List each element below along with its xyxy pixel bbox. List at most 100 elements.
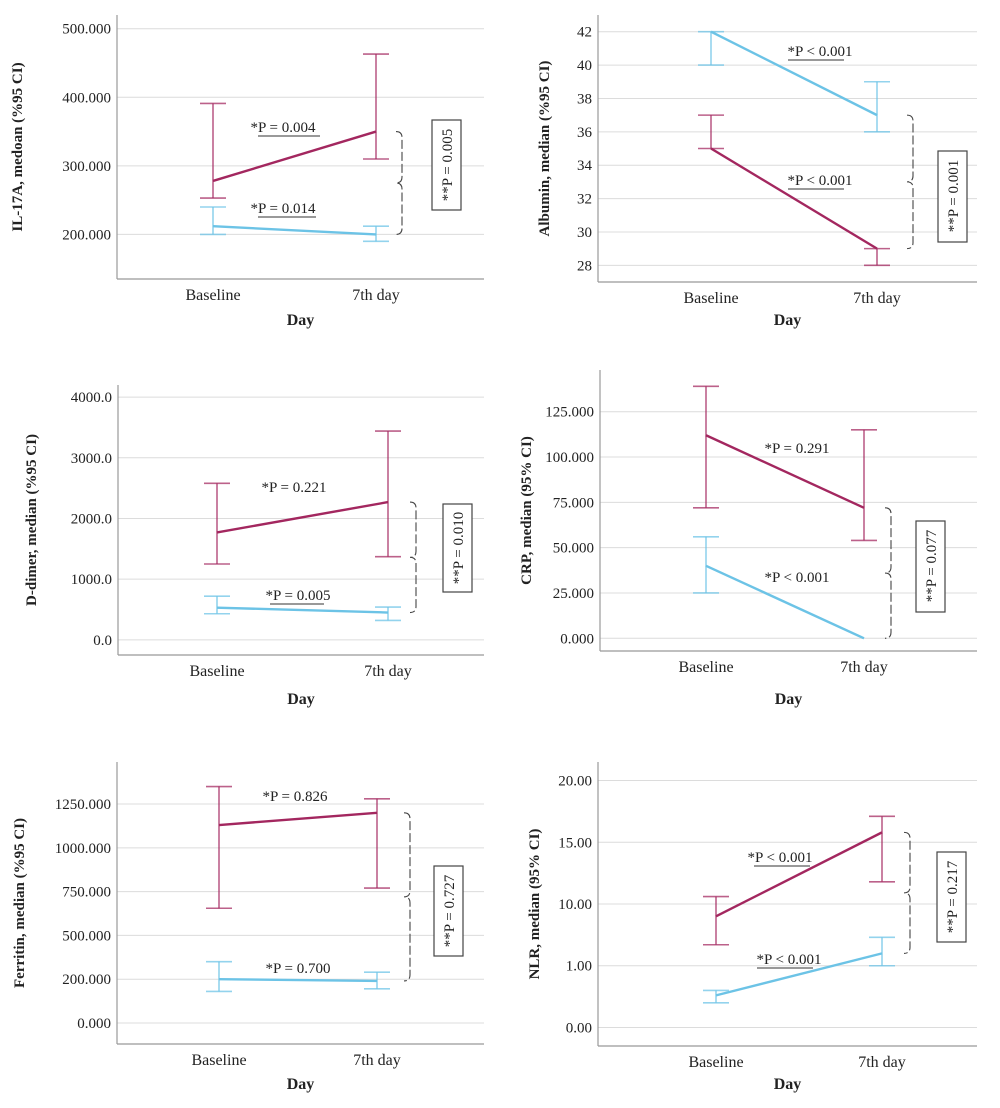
chart-panel-4: 0.000 25.000 50.000 75.000 100.000 125.000 Bas…: [519, 370, 977, 708]
y-tick-label: 0.000: [560, 631, 594, 647]
y-tick-label: 38: [577, 91, 592, 107]
x-axis-title: Day: [774, 1076, 802, 1093]
x-axis-title: Day: [287, 691, 315, 708]
x-tick-label: 7th day: [858, 1054, 906, 1071]
y-tick-label: 30: [577, 225, 592, 241]
y-tick-label: 0.00: [566, 1020, 592, 1036]
y-tick-label: 0.0: [93, 633, 112, 649]
comparison-bracket: [403, 812, 411, 982]
x-axis-title: Day: [775, 691, 803, 708]
y-tick-label: 15.00: [558, 835, 592, 851]
p-value-label: *P = 0.014: [251, 201, 316, 217]
y-tick-label: 1000.0: [71, 572, 112, 588]
comparison-label: **P = 0.005: [440, 129, 456, 202]
series-line: [705, 564, 865, 640]
y-tick-label: 20.00: [558, 774, 592, 790]
series-line: [216, 500, 389, 534]
x-tick-label: Baseline: [189, 663, 244, 680]
y-tick-label: 28: [577, 258, 592, 274]
x-axis-title: Day: [287, 1076, 315, 1093]
y-axis-title: IL-17A, medoan (%95 CI): [10, 62, 26, 231]
series-line: [218, 811, 378, 827]
y-tick-label: 36: [577, 125, 593, 141]
chart-panel-1: 200.000 300.000 400.000 500.000 Baseline 7th …: [10, 15, 484, 329]
comparison-box: [937, 150, 968, 243]
y-tick-label: 34: [577, 158, 593, 174]
comparison-bracket: [906, 114, 914, 250]
x-tick-label: Baseline: [185, 287, 240, 304]
comparison-label: **P = 0.001: [946, 160, 962, 233]
y-tick-label: 3000.0: [71, 451, 112, 467]
comparison-label: **P = 0.077: [924, 529, 940, 602]
series-line: [705, 434, 865, 509]
comparison-box: [433, 865, 464, 957]
p-value-label: *P = 0.004: [251, 120, 316, 136]
x-tick-label: Baseline: [678, 659, 733, 676]
y-tick-label: 75.000: [553, 495, 594, 511]
p-value-label: *P = 0.826: [263, 789, 328, 805]
y-tick-label: 32: [577, 192, 592, 208]
chart-panel-6: 0.00 1.00 10.00 15.00 20.00 Baseline 7th day Da…: [527, 762, 977, 1093]
y-tick-label: 200.000: [62, 972, 111, 988]
p-value-label: *P < 0.001: [765, 570, 830, 586]
y-tick-label: 500.000: [62, 928, 111, 944]
x-tick-label: 7th day: [840, 659, 888, 676]
x-tick-label: 7th day: [353, 1052, 401, 1069]
y-tick-label: 10.00: [558, 897, 592, 913]
comparison-box: [915, 520, 946, 613]
y-tick-label: 300.000: [62, 159, 111, 175]
comparison-box: [442, 503, 473, 593]
x-tick-label: 7th day: [853, 290, 901, 307]
y-tick-label: 4000.0: [71, 390, 112, 406]
comparison-bracket: [903, 831, 911, 954]
series-line: [715, 952, 883, 997]
p-value-label: *P < 0.001: [788, 173, 853, 189]
x-tick-label: 7th day: [364, 663, 412, 680]
series-line: [216, 606, 389, 614]
chart-panel-5: 0.000 200.000 500.000 750.000 1000.000 1250.0…: [12, 762, 484, 1093]
y-axis-title: CRP, median (95% CI): [519, 436, 535, 585]
y-tick-label: 400.000: [62, 90, 111, 106]
comparison-bracket: [395, 131, 403, 235]
comparison-label: **P = 0.010: [451, 512, 467, 585]
y-tick-label: 1000.000: [55, 841, 111, 857]
p-value-label: *P = 0.221: [262, 480, 327, 496]
x-tick-label: Baseline: [683, 290, 738, 307]
y-axis-title: Albumin, median (%95 CI): [537, 61, 553, 237]
x-tick-label: Baseline: [191, 1052, 246, 1069]
series-line: [212, 130, 377, 183]
y-tick-label: 125.000: [545, 405, 594, 421]
series-line: [715, 831, 883, 918]
x-tick-label: 7th day: [352, 287, 400, 304]
y-axis-title: D-dimer, median (%95 CI): [24, 434, 40, 606]
y-axis-title: NLR, median (95% CI): [527, 829, 543, 980]
p-value-label: *P < 0.001: [788, 44, 853, 60]
y-tick-label: 25.000: [553, 586, 594, 602]
comparison-label: **P = 0.727: [442, 874, 458, 947]
p-value-label: *P = 0.291: [765, 441, 830, 457]
y-tick-label: 50.000: [553, 541, 594, 557]
p-value-label: *P < 0.001: [748, 850, 813, 866]
series-line: [710, 147, 878, 250]
y-tick-label: 1.00: [566, 959, 592, 975]
y-axis-title: Ferritin, median (%95 CI): [12, 818, 28, 988]
chart-panel-3: 0.0 1000.0 2000.0 3000.0 4000.0 Baseline 7th d…: [24, 385, 484, 708]
comparison-box: [936, 851, 967, 943]
series-line: [218, 977, 378, 983]
p-value-label: *P < 0.001: [757, 952, 822, 968]
y-tick-label: 500.000: [62, 22, 111, 38]
comparison-label: **P = 0.217: [945, 860, 961, 933]
series-line: [710, 30, 878, 117]
y-tick-label: 750.000: [62, 885, 111, 901]
y-tick-label: 0.000: [77, 1016, 111, 1032]
p-value-label: *P = 0.700: [266, 961, 331, 977]
x-axis-title: Day: [774, 312, 802, 329]
y-tick-label: 42: [577, 25, 592, 41]
x-tick-label: Baseline: [688, 1054, 743, 1071]
chart-panel-2: 28 30 32 34 36 38 40 42 Baseline 7th day Day Albumi…: [537, 15, 977, 329]
x-axis-title: Day: [287, 312, 315, 329]
comparison-bracket: [409, 501, 417, 614]
y-tick-label: 100.000: [545, 450, 594, 466]
y-tick-label: 1250.000: [55, 797, 111, 813]
